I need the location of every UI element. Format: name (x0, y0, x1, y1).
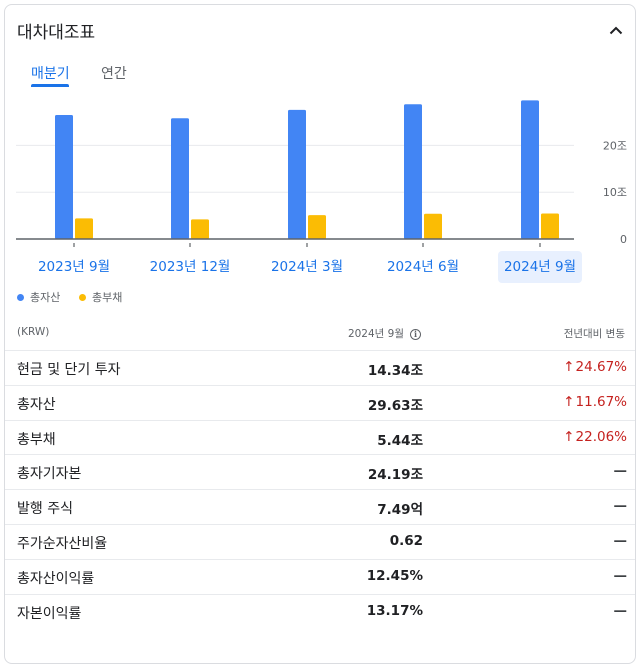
bar-total-liabilities (424, 213, 442, 239)
row-label: 총자산 (17, 396, 56, 413)
arrow-up-icon: ↑ (563, 428, 575, 445)
row-label: 총자산이익률 (17, 570, 95, 587)
row-label: 총자기자본 (17, 466, 82, 483)
legend-dot-icon (79, 293, 86, 301)
row-label: 총부채 (17, 431, 56, 448)
row-value: 13.17% (366, 602, 423, 619)
row-value: 5.44조 (377, 432, 423, 449)
row-label: 현금 및 단기 투자 (17, 362, 121, 378)
tab-annual[interactable]: 연간 (101, 66, 127, 82)
bar-total-assets (55, 114, 73, 239)
row-value: 24.19조 (367, 467, 423, 484)
bar-total-assets (521, 100, 539, 239)
row-label: 자본이익률 (17, 605, 82, 622)
row-change: — (613, 463, 628, 480)
legend-total-liabilities: 총부채 (79, 289, 122, 305)
period-label-0[interactable]: 2023년 9월 (37, 259, 111, 275)
row-change: — (613, 533, 628, 549)
info-icon[interactable]: i (410, 328, 421, 340)
bar-total-liabilities (541, 213, 559, 239)
y-tick-label: 20조 (603, 139, 627, 152)
y-tick-label: 10조 (603, 186, 627, 199)
period-label-4[interactable]: 2024년 9월 (498, 251, 582, 283)
period-label-1[interactable]: 2023년 12월 (149, 259, 231, 275)
row-change: ↑24.67% (563, 359, 627, 375)
change-header: 전년대비 변동 (563, 328, 625, 340)
card-title: 대차대조표 (17, 23, 96, 43)
legend-dot-icon (17, 293, 24, 301)
balance-chart: 0 10조 20조 (16, 100, 627, 247)
tab-active-indicator (31, 84, 69, 87)
row-value: 12.45% (366, 567, 423, 584)
balance-sheet-card: 대차대조표 매분기 연간 0 10조 20조 2023년 9월 2023년 12월 20… (4, 4, 636, 664)
row-change: ↑11.67% (563, 393, 627, 410)
row-value: 14.34조 (367, 363, 423, 379)
row-change: — (613, 498, 628, 515)
row-label: 발행 주식 (17, 501, 73, 518)
bar-total-assets (288, 109, 306, 239)
y-tick-label: 0 (620, 233, 627, 246)
legend-total-assets: 총자산 (17, 289, 60, 305)
row-value: 7.49억 (377, 502, 423, 519)
currency-label: (KRW) (17, 326, 50, 338)
period-header: 2024년 9월 i (348, 326, 421, 341)
table-row: 주가순자산비율 0.62 — (5, 524, 635, 558)
table-row: 총자산 29.63조 ↑11.67% (5, 384, 635, 419)
chevron-up-icon (609, 26, 623, 34)
bar-total-liabilities (191, 219, 209, 239)
bar-total-liabilities (75, 218, 93, 239)
table-row: 총자기자본 24.19조 — (5, 454, 635, 488)
bar-total-liabilities (308, 215, 326, 239)
period-label-2[interactable]: 2024년 3월 (270, 259, 344, 275)
arrow-up-icon: ↑ (563, 359, 575, 375)
table-row: 총자산이익률 12.45% — (5, 558, 635, 593)
row-change: ↑22.06% (563, 428, 627, 445)
table-row: 발행 주식 7.49억 — (5, 489, 635, 523)
row-value: 29.63조 (367, 397, 423, 414)
tab-quarterly[interactable]: 매분기 (31, 66, 70, 82)
arrow-up-icon: ↑ (563, 393, 575, 410)
period-label-3[interactable]: 2024년 6월 (386, 259, 460, 275)
table-row: 현금 및 단기 투자 14.34조 ↑24.67% (5, 350, 635, 384)
bar-total-assets (171, 118, 189, 239)
row-value: 0.62 (389, 533, 423, 549)
bar-total-assets (404, 104, 422, 239)
row-change: — (613, 602, 628, 619)
row-label: 주가순자산비율 (17, 536, 108, 552)
collapse-button[interactable] (603, 17, 629, 43)
table-row: 총부채 5.44조 ↑22.06% (5, 419, 635, 454)
row-change: — (613, 567, 628, 584)
table-row: 자본이익률 13.17% — (5, 593, 635, 628)
